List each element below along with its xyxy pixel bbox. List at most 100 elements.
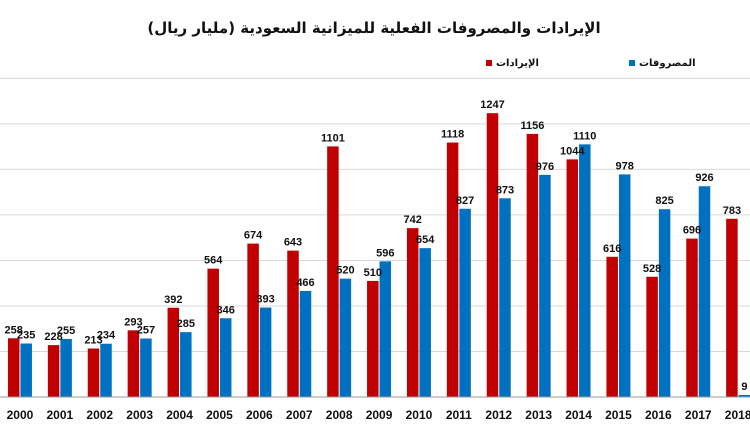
data-label-revenue-2009: 510 [364,267,382,279]
legend-label-revenue: الإيرادات [496,58,539,69]
bars [7,113,750,397]
data-label-expenses-2007: 466 [296,277,314,289]
bar-revenue-2004 [167,307,180,397]
data-label-revenue-2000: 258 [5,324,23,336]
data-label-revenue-2008: 1101 [321,132,345,144]
bar-expenses-2016 [658,209,671,397]
legend-label-expenses: المصروفات [639,58,696,69]
bar-revenue-2009 [367,280,379,397]
bar-revenue-2007 [287,250,299,397]
bar-revenue-2006 [247,243,259,397]
data-label-expenses-2015: 978 [616,160,634,172]
bar-expenses-2006 [259,307,272,397]
bar-expenses-2018 [738,394,750,397]
data-label-revenue-2014: 1044 [560,145,585,157]
x-tick-label-2001: 2001 [46,408,73,422]
data-label-revenue-2010: 742 [404,214,422,226]
bar-expenses-2005 [219,318,232,397]
x-tick-label-2017: 2017 [685,408,712,422]
data-label-expenses-2003: 257 [137,325,155,337]
x-tick-label-2002: 2002 [86,408,113,422]
data-label-revenue-2005: 564 [204,255,223,267]
bar-revenue-2005 [207,268,219,397]
x-tick-label-2009: 2009 [366,408,393,422]
data-label-revenue-2003: 293 [124,316,142,328]
data-label-expenses-2016: 825 [655,195,673,207]
bar-expenses-2017 [698,186,711,397]
bar-expenses-2002 [100,343,112,397]
data-label-expenses-2001: 255 [57,325,75,337]
data-label-revenue-2015: 616 [603,243,621,255]
bar-revenue-2015 [606,256,618,397]
data-label-expenses-2014: 1110 [573,130,596,142]
x-tick-label-2014: 2014 [565,408,592,422]
data-label-expenses-2017: 926 [695,172,713,184]
data-label-expenses-2002: 234 [97,330,116,342]
data-label-expenses-2012: 873 [496,184,514,196]
data-label-expenses-2004: 285 [177,318,195,330]
bar-expenses-2000 [20,343,32,397]
bar-revenue-2000 [7,338,20,397]
data-label-revenue-2013: 1156 [520,120,544,132]
bar-revenue-2010 [406,228,419,397]
data-label-revenue-2011: 1118 [441,129,464,141]
bar-revenue-2012 [486,113,499,397]
data-label-expenses-2009: 596 [376,247,394,259]
data-label-expenses-2013: 976 [536,161,554,173]
x-axis-labels: 2000 2001 2002 2003 2004 2005 2006 2007 2008 2009… [7,408,750,422]
legend-swatch-expenses [629,60,635,66]
data-label-expenses-2018: 9 [741,381,747,393]
x-tick-label-2013: 2013 [525,408,552,422]
bar-expenses-2008 [339,278,352,397]
bar-revenue-2016 [646,276,658,397]
chart-title: الإيرادات والمصروفات الفعلية للميزانية ا… [147,19,600,37]
data-label-revenue-2007: 643 [284,237,302,249]
data-label-revenue-2004: 392 [164,294,182,306]
bar-revenue-2018 [726,218,738,397]
data-label-revenue-2012: 1247 [480,99,504,111]
data-label-expenses-2000: 235 [17,330,35,342]
bar-expenses-2011 [459,208,471,397]
x-tick-label-2016: 2016 [645,408,672,422]
bar-expenses-2007 [299,290,312,397]
x-tick-label-2008: 2008 [326,408,353,422]
bar-revenue-2002 [87,348,100,397]
bar-expenses-2004 [180,332,192,397]
bar-expenses-2010 [419,248,431,397]
x-tick-label-2012: 2012 [485,408,512,422]
bar-expenses-2014 [579,144,591,397]
bar-revenue-2017 [686,238,698,397]
bar-expenses-2001 [60,338,72,397]
data-label-revenue-2016: 528 [643,263,661,275]
x-tick-label-2000: 2000 [7,408,34,422]
x-tick-label-2005: 2005 [206,408,233,422]
data-label-revenue-2006: 674 [244,230,263,242]
bar-expenses-2012 [499,198,511,397]
bar-revenue-2001 [47,345,60,397]
x-tick-label-2018: 2018 [725,408,750,422]
data-label-expenses-2008: 520 [336,265,354,277]
data-label-expenses-2005: 346 [217,304,235,316]
legend: الإيرادات المصروفات [486,58,696,69]
bar-revenue-2013 [526,133,539,397]
data-label-revenue-2002: 213 [84,335,102,347]
data-label-expenses-2010: 654 [416,234,435,246]
data-label-revenue-2001: 228 [44,331,62,343]
x-tick-label-2011: 2011 [446,408,472,422]
data-label-expenses-2006: 393 [256,294,274,306]
data-label-expenses-2011: 827 [456,195,474,207]
bar-expenses-2003 [140,338,152,397]
x-tick-label-2015: 2015 [605,408,632,422]
bar-revenue-2003 [127,330,140,397]
bar-revenue-2008 [327,146,339,397]
data-label-revenue-2017: 696 [683,225,701,237]
bar-revenue-2014 [566,159,579,397]
x-tick-label-2010: 2010 [406,408,433,422]
legend-swatch-revenue [486,60,492,66]
bar-expenses-2009 [379,261,392,397]
x-tick-label-2006: 2006 [246,408,273,422]
bar-expenses-2015 [618,174,631,397]
